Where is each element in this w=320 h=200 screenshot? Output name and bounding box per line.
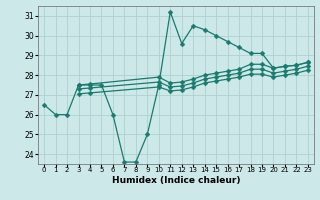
X-axis label: Humidex (Indice chaleur): Humidex (Indice chaleur) xyxy=(112,176,240,185)
